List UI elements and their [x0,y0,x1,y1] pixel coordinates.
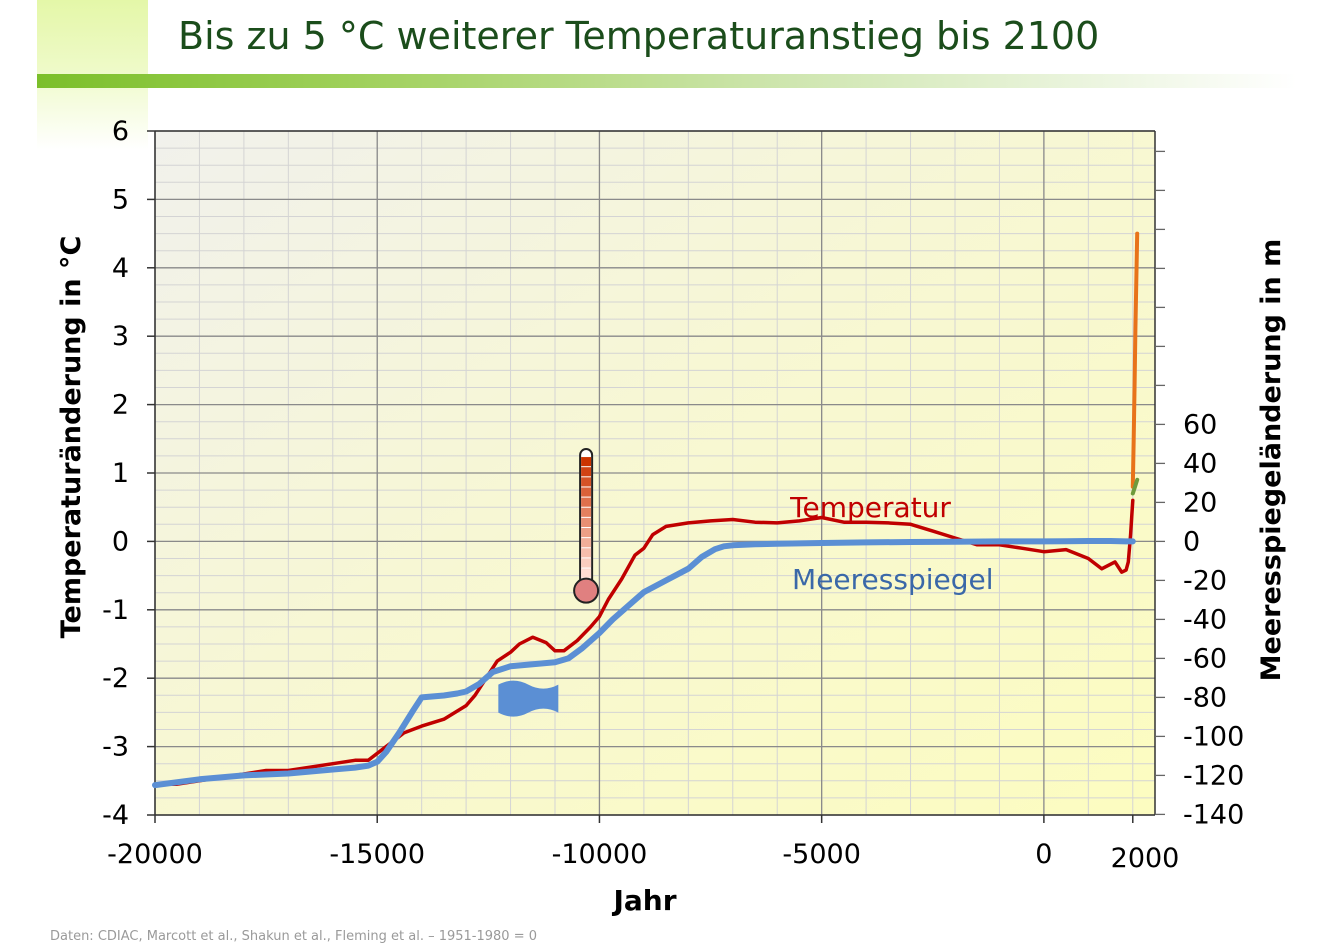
y-tick-label: 1 [112,458,129,489]
annotation-temperatur: Temperatur [789,491,951,524]
icon-layer [498,448,600,717]
thermometer-segment [581,548,592,558]
slide-title: Bis zu 5 °C weiterer Temperaturanstieg b… [178,14,1100,58]
series-line-3 [1130,477,1140,496]
y2-tick-label: -60 [1183,643,1227,674]
axes [147,130,1165,823]
thermometer-segment [581,497,592,507]
y2-tick-label: 40 [1183,448,1217,479]
y2-tick-label: -20 [1183,565,1227,596]
y-tick-label: 6 [112,116,129,147]
y-tick-label: -3 [102,732,129,763]
tick-labels: 6 5 4 3 2 1 0 -1 -2 -3 -4 60 40 20 0 -20 -40 -60 -80 -100 -1… [102,116,1244,874]
x-tick-label: -15000 [329,839,425,870]
thermometer-segment [581,538,592,548]
series-layer [152,231,1140,789]
y2-tick-label: -100 [1183,721,1244,752]
thermometer-segment [581,467,592,477]
series-line-2 [1130,231,1140,489]
y-tick-label: 0 [112,526,129,557]
y-tick-label: 3 [112,321,129,352]
y-tick-label: -1 [102,595,129,626]
y2-tick-label: -80 [1183,682,1227,713]
y-axis-label-left: Temperaturänderung in °C [56,236,87,639]
y-tick-label: 5 [112,184,129,215]
y2-tick-label: -140 [1183,799,1244,830]
y-tick-label: 4 [112,253,129,284]
y2-tick-label: -40 [1183,604,1227,635]
data-source-footnote: Daten: CDIAC, Marcott et al., Shakun et … [50,929,537,944]
water-wave-icon [498,680,559,717]
x-axis-label: Jahr [611,884,676,917]
thermometer-segment [581,487,592,497]
annotation-layer: Temperatur Meeresspiegel [789,491,993,596]
y2-tick-label: 0 [1183,526,1200,557]
header-gradient-bar [37,74,1297,88]
thermometer-icon [573,448,600,604]
x-tick-label: 2000 [1111,843,1180,874]
y-axis-label-right: Meeresspiegeländerung in m [1256,239,1287,682]
y-tick-label: 2 [112,390,129,421]
thermometer-segment [581,558,592,568]
y2-tick-label: -120 [1183,760,1244,791]
series-line-temperatur [153,498,1135,786]
x-tick-label: -10000 [552,839,648,870]
thermometer-bulb [573,577,600,604]
thermometer-segment [581,507,592,517]
y-tick-label: -2 [102,663,129,694]
y2-tick-label: 60 [1183,409,1217,440]
thermometer-segment [581,527,592,538]
thermometer-segment [581,517,592,527]
thermometer-segment [581,457,592,467]
x-tick-label: 0 [1035,839,1052,870]
grid-major [154,130,1155,816]
y2-tick-label: 20 [1183,487,1217,518]
y-tick-label: -4 [102,800,129,831]
series-line-meeresspiegel [152,538,1136,789]
x-tick-label: -5000 [782,839,860,870]
thermometer-segment [581,568,592,578]
temperature-sea-level-chart: 6 5 4 3 2 1 0 -1 -2 -3 -4 60 40 20 0 -20 -40 -60 -80 -100 -1… [56,116,1287,917]
annotation-meeresspiegel: Meeresspiegel [792,563,993,596]
thermometer-segment [581,477,592,487]
x-tick-label: -20000 [107,839,203,870]
